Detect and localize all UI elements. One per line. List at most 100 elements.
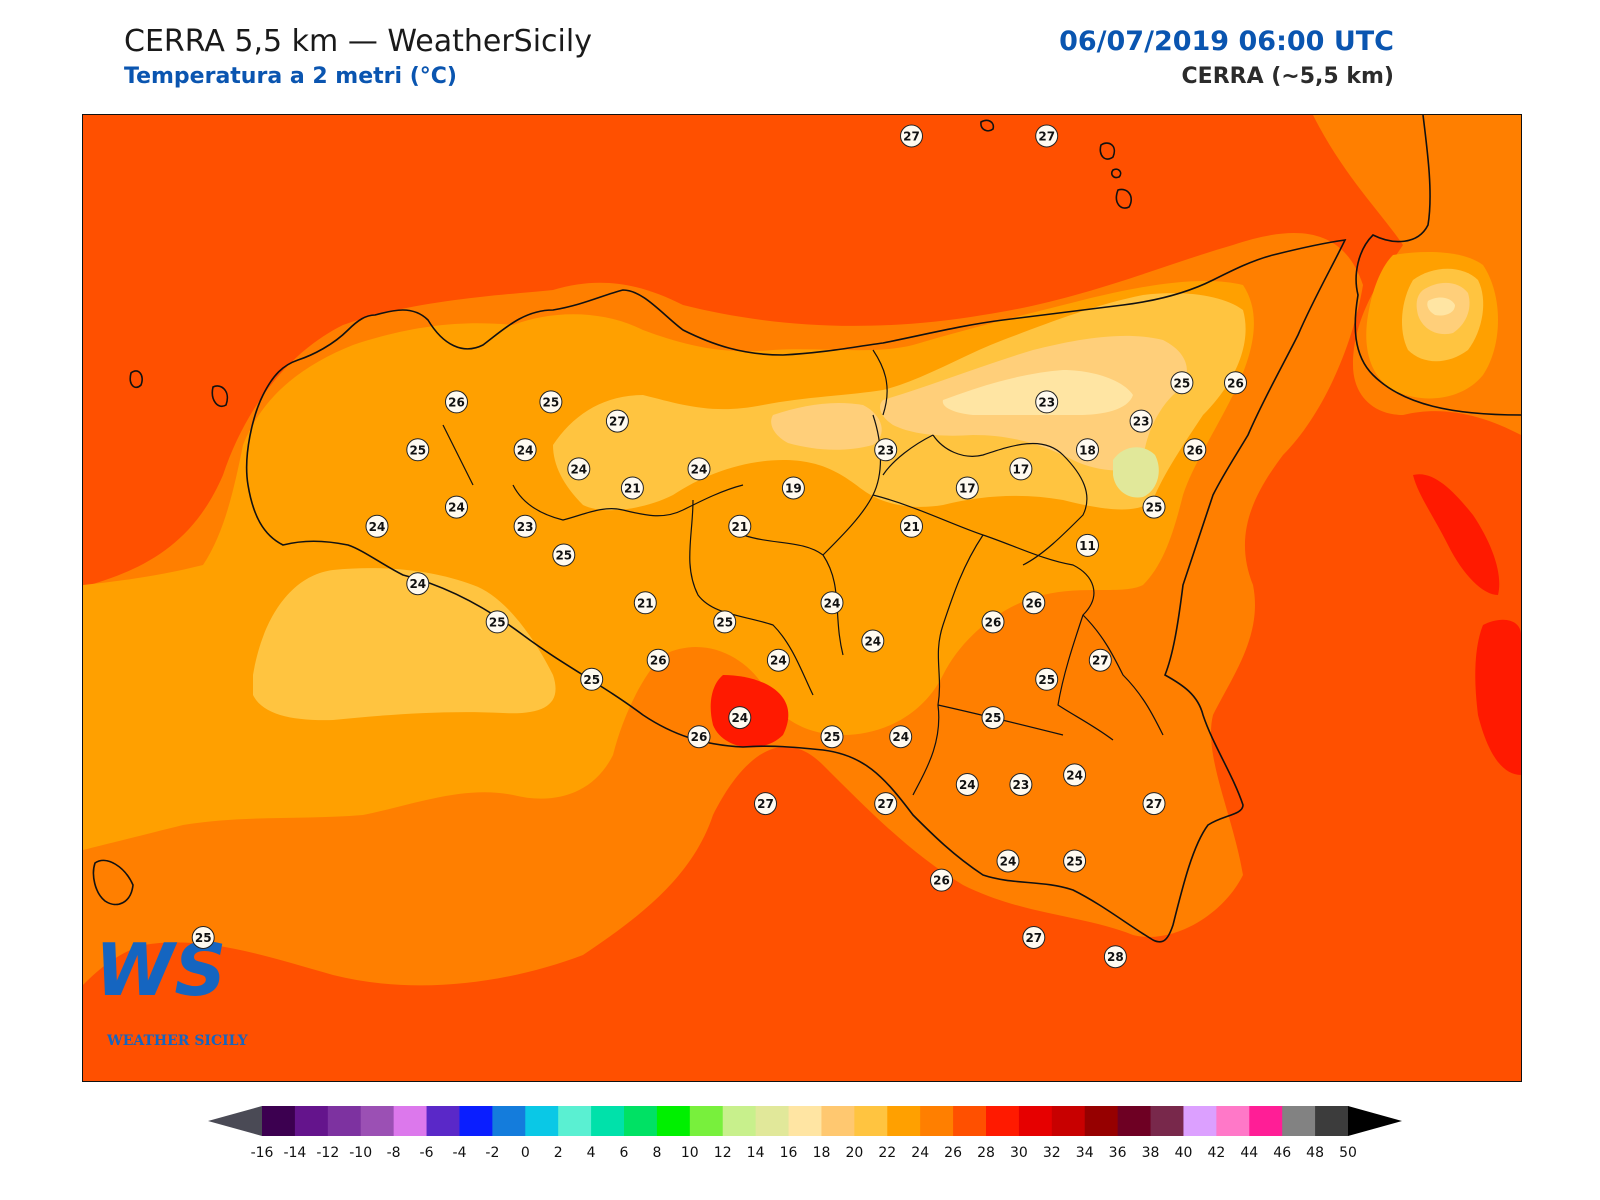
station-marker [445,495,468,519]
station-label: 26 [930,868,953,892]
colorbar-segment [1282,1106,1316,1136]
station-marker [1088,648,1112,672]
colorbar-tick-label: 46 [1273,1145,1291,1161]
station-marker [713,610,737,634]
station-marker [955,773,979,796]
colorbar-tick-label: -4 [453,1145,467,1161]
station-marker [820,725,844,749]
station-marker [191,926,215,949]
colorbar-segment [755,1106,790,1136]
station-marker [1076,438,1099,462]
station-value: 26 [1227,376,1244,390]
colorbar-segment [722,1106,757,1136]
station-marker [1022,926,1046,949]
colorbar-tick-label: 34 [1076,1145,1094,1161]
station-marker [552,543,576,567]
calabria-coastline [1354,115,1521,416]
station-marker [1103,945,1127,969]
colorbar-segment [393,1106,428,1136]
colorbar-tick-label: 32 [1043,1145,1061,1161]
colorbar-segment [1117,1106,1152,1136]
egadi-islands [129,370,229,407]
station-label: 25 [406,438,430,462]
colorbar-segment [558,1106,592,1136]
station-label: 26 [981,610,1005,634]
station-label: 26 [1224,371,1247,395]
station-label: 24 [889,725,913,749]
station-value: 25 [985,711,1002,725]
station-value: 24 [409,577,426,591]
station-value: 26 [1025,596,1042,610]
station-marker [900,124,923,148]
colorbar-tick-label: 10 [681,1145,699,1161]
station-label: 24 [567,457,591,481]
colorbar-tick-label: 18 [813,1145,831,1161]
colorbar-tick-label: 40 [1175,1145,1193,1161]
station-label: 23 [1035,390,1059,414]
colorbar-tick-label: 50 [1339,1145,1357,1161]
station-value: 25 [1146,501,1163,515]
colorbar-tick-label: -6 [420,1145,434,1161]
station-value: 17 [959,482,976,496]
station-marker [406,572,430,596]
station-value: 25 [555,549,572,563]
station-marker [1063,763,1087,787]
model-label: CERRA (~5,5 km) [1181,64,1394,89]
station-marker [1035,124,1059,148]
station-label: 21 [728,514,752,538]
station-marker [1129,409,1153,433]
colorbar-segment [788,1106,822,1136]
colorbar-segment [525,1106,559,1136]
station-value: 25 [409,443,426,457]
map-subtitle: Temperatura a 2 metri (°C) [124,64,457,89]
temperature-map: WS WEATHER SICILY 27 27 26 25 27 25 24 24 21 24 19… [82,114,1522,1082]
station-label: 27 [1035,124,1059,148]
station-label: 24 [820,591,844,615]
station-marker [646,648,670,672]
station-value: 21 [637,596,654,610]
station-value: 25 [543,395,560,409]
station-marker [1035,667,1059,691]
colorbar-segment [294,1106,329,1136]
colorbar-tick-label: 38 [1142,1145,1160,1161]
field-16-18-calabria [1427,297,1455,316]
field-16-18 [942,370,1133,415]
station-marker [567,457,591,481]
colorbar-tick-label: -12 [316,1145,339,1161]
colorbar-tick-label: 20 [845,1145,863,1161]
station-value: 23 [1013,778,1030,792]
station-marker [955,476,979,500]
station-label: 27 [1088,648,1112,672]
colorbar-over-arrow [1348,1106,1402,1136]
station-value: 11 [1079,539,1096,553]
station-marker [1224,371,1247,395]
station-label: 25 [539,390,563,414]
station-marker [406,438,430,462]
station-label: 27 [605,409,629,433]
station-label: 24 [513,438,537,462]
colorbar-segment [887,1106,921,1136]
station-marker [1009,457,1033,481]
station-value: 24 [770,654,787,668]
station-value: 23 [517,520,534,534]
station-value: 27 [1092,654,1109,668]
field-18-20 [771,403,882,450]
station-label: 17 [1009,457,1033,481]
station-marker [889,725,913,749]
station-value: 25 [195,931,212,945]
station-value: 25 [1066,855,1083,869]
station-label: 23 [874,438,898,462]
colorbar-segment [1315,1106,1349,1136]
station-value: 24 [959,778,976,792]
station-value: 24 [691,462,708,476]
colorbar-segment [1051,1106,1086,1136]
station-value: 21 [731,520,748,534]
station-value: 27 [1038,130,1055,144]
colorbar-tick-label: 4 [587,1145,596,1161]
station-label: 26 [1183,438,1207,462]
station-marker [728,514,752,538]
colorbar-segment [1216,1106,1250,1136]
station-value: 23 [877,443,894,457]
station-label: 23 [1009,773,1033,796]
colorbar-segment [262,1106,296,1136]
